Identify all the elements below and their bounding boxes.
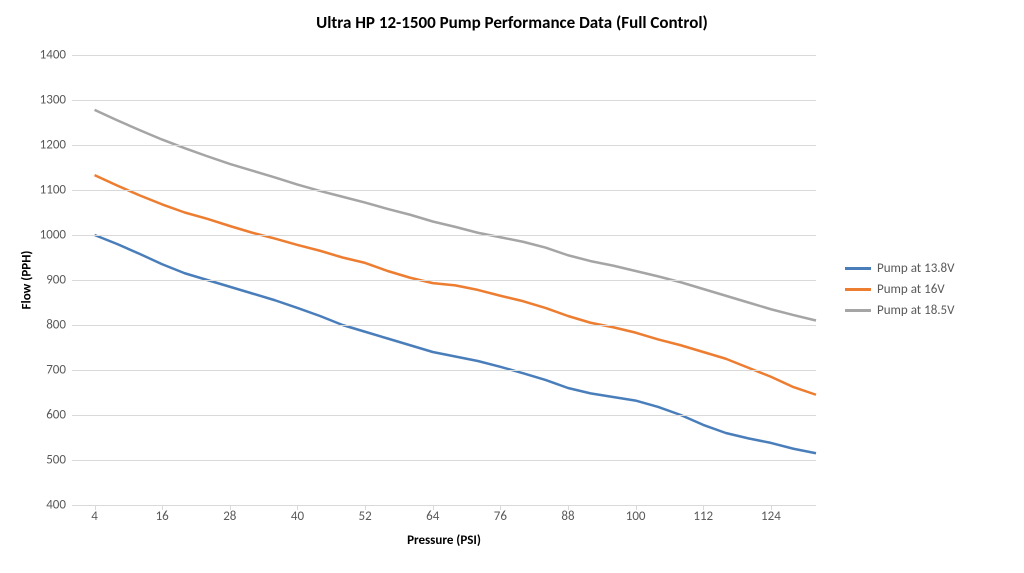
legend-label: Pump at 16V [877, 282, 945, 297]
y-gridline [72, 280, 816, 281]
y-tick-label: 1200 [40, 138, 66, 153]
x-tick-label: 40 [291, 509, 304, 524]
y-gridline [72, 145, 816, 146]
y-gridline [72, 370, 816, 371]
y-tick-label: 1000 [40, 228, 66, 243]
x-tick-label: 52 [358, 509, 371, 524]
y-tick-label: 800 [46, 318, 66, 333]
x-tick-label: 76 [494, 509, 507, 524]
y-tick-label: 500 [46, 453, 66, 468]
x-tick-label: 28 [223, 509, 236, 524]
y-tick-label: 900 [46, 273, 66, 288]
y-gridline [72, 190, 816, 191]
y-gridline [72, 505, 816, 506]
legend-item: Pump at 16V [845, 282, 955, 297]
x-tick-label: 64 [426, 509, 439, 524]
y-gridline [72, 235, 816, 236]
y-gridline [72, 415, 816, 416]
y-axis-title: Flow (PPH) [20, 251, 35, 310]
legend: Pump at 13.8V Pump at 16V Pump at 18.5V [845, 255, 955, 324]
legend-label: Pump at 13.8V [877, 261, 955, 276]
plot-area: 4005006007008009001000110012001300140041… [72, 55, 816, 505]
x-tick-label: 124 [761, 509, 781, 524]
x-tick-label: 112 [693, 509, 713, 524]
legend-label: Pump at 18.5V [877, 303, 955, 318]
y-gridline [72, 325, 816, 326]
x-tick-label: 88 [561, 509, 574, 524]
chart-container: Ultra HP 12-1500 Pump Performance Data (… [0, 0, 1024, 573]
legend-item: Pump at 18.5V [845, 303, 955, 318]
y-gridline [72, 460, 816, 461]
y-tick-label: 1100 [40, 183, 66, 198]
series-line [95, 110, 816, 321]
y-tick-label: 1400 [40, 48, 66, 63]
x-tick-label: 100 [626, 509, 646, 524]
x-tick-label: 4 [91, 509, 98, 524]
legend-swatch [845, 267, 871, 270]
y-gridline [72, 55, 816, 56]
legend-swatch [845, 288, 871, 291]
x-tick-label: 16 [156, 509, 169, 524]
y-gridline [72, 100, 816, 101]
y-tick-label: 1300 [40, 93, 66, 108]
x-axis-title: Pressure (PSI) [407, 533, 481, 548]
y-tick-label: 400 [46, 498, 66, 513]
y-tick-label: 600 [46, 408, 66, 423]
series-line [95, 235, 816, 453]
legend-swatch [845, 309, 871, 312]
series-line [95, 175, 816, 395]
chart-title: Ultra HP 12-1500 Pump Performance Data (… [0, 12, 1024, 33]
y-tick-label: 700 [46, 363, 66, 378]
legend-item: Pump at 13.8V [845, 261, 955, 276]
